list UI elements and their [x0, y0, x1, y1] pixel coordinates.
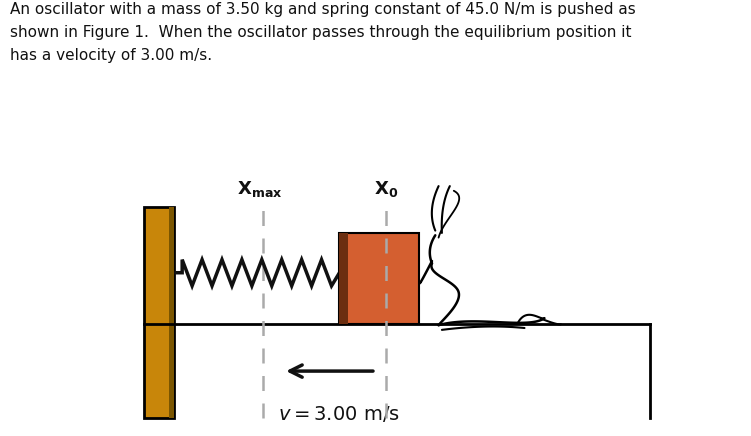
Bar	[144, 341, 650, 343]
Bar	[144, 340, 650, 341]
Bar	[174, 324, 650, 418]
Bar	[169, 207, 174, 418]
Bar	[144, 402, 650, 404]
Bar	[144, 337, 650, 338]
Bar	[144, 354, 650, 355]
Text: $\mathbf{X_{max}}$: $\mathbf{X_{max}}$	[237, 179, 283, 199]
Bar	[144, 355, 650, 357]
Bar	[144, 362, 650, 363]
Bar	[144, 387, 650, 388]
Bar	[144, 409, 650, 410]
Bar	[144, 410, 650, 412]
Bar	[144, 379, 650, 381]
Bar	[144, 366, 650, 368]
Bar	[144, 413, 650, 415]
Bar	[144, 357, 650, 358]
Bar	[144, 382, 650, 384]
Bar	[144, 207, 174, 418]
Bar	[144, 401, 650, 402]
Bar	[144, 376, 650, 377]
Bar	[144, 415, 650, 416]
Bar	[144, 335, 650, 337]
Bar	[144, 326, 650, 327]
Bar	[144, 344, 650, 346]
Bar	[144, 343, 650, 344]
Bar	[144, 398, 650, 399]
Bar	[144, 370, 650, 371]
Bar	[144, 351, 650, 352]
Bar	[144, 399, 650, 401]
Bar	[144, 346, 650, 347]
Bar	[144, 360, 650, 362]
Bar	[144, 327, 650, 329]
Bar	[144, 392, 650, 393]
Bar	[144, 332, 650, 334]
Bar	[144, 405, 650, 407]
Bar	[144, 330, 650, 332]
Bar	[144, 347, 650, 349]
Bar	[144, 416, 650, 418]
Bar	[144, 390, 650, 392]
Bar	[144, 349, 650, 351]
Bar	[144, 412, 650, 413]
Bar	[339, 233, 419, 324]
Bar	[144, 395, 650, 396]
Bar	[144, 329, 650, 330]
Bar	[144, 396, 650, 398]
Bar	[144, 374, 650, 376]
Bar	[144, 377, 650, 379]
Bar	[144, 368, 650, 370]
Text: An oscillator with a mass of 3.50 kg and spring constant of 45.0 N/m is pushed a: An oscillator with a mass of 3.50 kg and…	[10, 2, 635, 63]
Bar	[144, 352, 650, 354]
Bar	[144, 363, 650, 365]
Bar	[144, 371, 650, 373]
Bar	[144, 365, 650, 366]
Bar	[144, 393, 650, 395]
Bar	[144, 373, 650, 374]
Bar	[144, 407, 650, 409]
Bar	[144, 381, 650, 382]
Bar	[144, 338, 650, 340]
Bar	[144, 324, 650, 326]
Text: $\mathbf{X_0}$: $\mathbf{X_0}$	[373, 179, 398, 199]
Bar	[339, 233, 348, 324]
Bar	[144, 404, 650, 405]
Bar	[144, 334, 650, 335]
Bar	[144, 388, 650, 390]
Bar	[144, 358, 650, 360]
Text: $v = 3.00\ \mathrm{m/s}$: $v = 3.00\ \mathrm{m/s}$	[279, 404, 400, 424]
Bar	[144, 385, 650, 387]
Bar	[144, 384, 650, 385]
